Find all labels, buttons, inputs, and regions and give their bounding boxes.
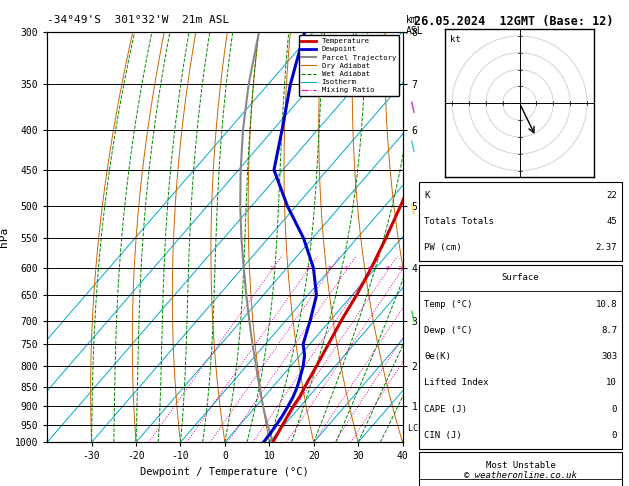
Text: © weatheronline.co.uk: © weatheronline.co.uk (464, 471, 577, 480)
Text: 0: 0 (611, 431, 617, 440)
Text: K: K (424, 191, 430, 200)
Text: /: / (408, 202, 418, 216)
Text: /: / (408, 139, 418, 153)
Text: 1: 1 (269, 266, 273, 271)
Text: kt: kt (450, 35, 460, 44)
Text: 0: 0 (611, 405, 617, 414)
Text: km
ASL: km ASL (406, 15, 423, 36)
Text: PW (cm): PW (cm) (424, 243, 462, 252)
FancyBboxPatch shape (418, 182, 623, 261)
Text: θe(K): θe(K) (424, 352, 451, 361)
Text: 8.7: 8.7 (601, 326, 617, 335)
Text: CAPE (J): CAPE (J) (424, 405, 467, 414)
Text: 10: 10 (606, 379, 617, 387)
Text: LCL: LCL (403, 424, 423, 433)
Text: Totals Totals: Totals Totals (424, 217, 494, 226)
FancyBboxPatch shape (418, 452, 623, 486)
Legend: Temperature, Dewpoint, Parcel Trajectory, Dry Adiabat, Wet Adiabat, Isotherm, Mi: Temperature, Dewpoint, Parcel Trajectory… (299, 35, 399, 96)
Text: Most Unstable: Most Unstable (486, 461, 555, 470)
Text: 2.37: 2.37 (596, 243, 617, 252)
Text: -34°49'S  301°32'W  21m ASL: -34°49'S 301°32'W 21m ASL (47, 15, 230, 25)
FancyBboxPatch shape (418, 265, 623, 449)
Text: 8: 8 (386, 266, 389, 271)
Text: Temp (°C): Temp (°C) (424, 300, 472, 309)
Text: Surface: Surface (502, 274, 539, 282)
Text: 3: 3 (328, 266, 331, 271)
Text: 22: 22 (606, 191, 617, 200)
Text: 4: 4 (344, 266, 348, 271)
Text: Lifted Index: Lifted Index (424, 379, 489, 387)
Text: /: / (408, 309, 418, 323)
Text: 6: 6 (368, 266, 372, 271)
Text: /: / (408, 100, 418, 114)
Y-axis label: hPa: hPa (0, 227, 9, 247)
Text: 10.8: 10.8 (596, 300, 617, 309)
Text: 10: 10 (398, 266, 405, 271)
Text: 26.05.2024  12GMT (Base: 12): 26.05.2024 12GMT (Base: 12) (414, 15, 613, 28)
Text: 303: 303 (601, 352, 617, 361)
Text: CIN (J): CIN (J) (424, 431, 462, 440)
X-axis label: Dewpoint / Temperature (°C): Dewpoint / Temperature (°C) (140, 467, 309, 477)
Text: Dewp (°C): Dewp (°C) (424, 326, 472, 335)
Text: 2: 2 (305, 266, 309, 271)
Text: 45: 45 (606, 217, 617, 226)
